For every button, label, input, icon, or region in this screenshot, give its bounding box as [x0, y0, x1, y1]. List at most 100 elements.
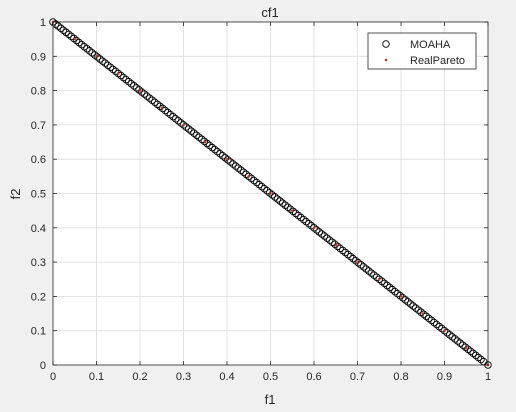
moaha-point — [111, 67, 120, 76]
realpareto-point — [464, 346, 468, 350]
moaha-point — [451, 335, 459, 343]
x-axis-label: f1 — [265, 392, 276, 407]
moaha-point — [412, 304, 420, 312]
moaha-point — [349, 254, 357, 263]
legend-marker-moaha — [382, 40, 390, 48]
moaha-point — [404, 298, 412, 306]
moaha-point — [305, 219, 313, 228]
moaha-point — [273, 195, 282, 203]
y-tick-label: 0.4 — [31, 223, 46, 235]
moaha-point — [278, 199, 287, 207]
moaha-point — [401, 296, 410, 304]
moaha-point — [96, 55, 104, 63]
y-tick-label: 0.9 — [31, 51, 46, 63]
moaha-point — [169, 112, 177, 121]
moaha-point — [417, 308, 425, 316]
realpareto-point — [203, 140, 207, 144]
moaha-point — [284, 203, 292, 211]
moaha-point — [237, 166, 245, 174]
moaha-point — [396, 291, 404, 300]
moaha-point — [443, 329, 451, 337]
moaha-point — [432, 320, 441, 329]
realpareto-point — [247, 175, 251, 178]
moaha-point — [367, 269, 376, 277]
moaha-point — [297, 213, 305, 222]
realpareto-point — [290, 209, 294, 212]
moaha-point — [184, 125, 193, 133]
realpareto-point — [312, 226, 316, 230]
moaha-point — [323, 234, 331, 242]
moaha-point — [166, 110, 175, 119]
moaha-point — [72, 36, 81, 45]
moaha-point — [109, 65, 117, 74]
moaha-point — [143, 92, 151, 100]
moaha-point — [98, 57, 107, 65]
moaha-point — [250, 176, 258, 185]
moaha-point — [352, 256, 360, 265]
x-tick-label: 0 — [50, 371, 56, 383]
moaha-point — [127, 79, 136, 88]
realpareto-point — [138, 89, 142, 92]
moaha-point — [137, 88, 146, 96]
y-tick-label: 0.1 — [31, 326, 46, 338]
moaha-point — [54, 22, 62, 30]
moaha-point — [263, 187, 271, 195]
moaha-point — [106, 63, 115, 72]
moaha-point — [239, 168, 248, 176]
moaha-point — [130, 82, 138, 90]
moaha-point — [325, 236, 334, 244]
moaha-point — [477, 355, 485, 364]
moaha-point — [252, 178, 261, 187]
moaha-point — [291, 209, 300, 218]
moaha-point — [187, 127, 196, 135]
moaha-point — [114, 69, 122, 78]
moaha-point — [224, 156, 232, 164]
moaha-point — [231, 162, 240, 170]
realpareto-point — [160, 106, 164, 110]
realpareto-point — [421, 312, 425, 315]
moaha-point — [57, 24, 65, 32]
moaha-point — [336, 244, 344, 253]
x-tick-label: 0.6 — [306, 371, 321, 383]
x-tick-label: 0.7 — [350, 371, 365, 383]
moaha-point — [362, 265, 370, 273]
moaha-point — [271, 193, 279, 201]
y-axis-label: f2 — [8, 189, 23, 200]
moaha-point — [370, 271, 378, 279]
realpareto-point — [334, 243, 338, 247]
axis-ticks: 0 0.1 0.2 0.3 0.4 0.5 0.6 0.7 0.8 0.9 1 0 0.1 0.2 0.3 0… — [31, 17, 491, 383]
moaha-point — [354, 259, 363, 267]
moaha-point — [422, 312, 430, 321]
moaha-point — [328, 238, 337, 246]
y-tick-label: 0.6 — [31, 154, 46, 166]
moaha-point — [359, 263, 368, 271]
moaha-point — [148, 96, 156, 104]
realpareto-point — [73, 37, 77, 41]
moaha-point — [445, 331, 454, 339]
realpareto-point — [182, 123, 185, 127]
moaha-point — [85, 47, 94, 55]
x-tick-label: 1 — [485, 371, 491, 383]
moaha-point — [388, 285, 397, 294]
moaha-point — [383, 281, 391, 290]
moaha-point — [205, 141, 214, 150]
moaha-point — [315, 228, 323, 236]
moaha-point — [459, 341, 467, 349]
y-tick-label: 0.2 — [31, 291, 46, 303]
moaha-point — [153, 100, 162, 109]
legend: MOAHA RealPareto — [367, 32, 477, 70]
moaha-point — [171, 114, 180, 123]
moaha-point — [255, 180, 263, 189]
moaha-point — [67, 32, 76, 41]
realpareto-point — [269, 192, 272, 195]
moaha-point — [64, 30, 73, 39]
moaha-point — [331, 240, 339, 249]
y-tick-label: 0 — [40, 360, 46, 372]
moaha-point — [357, 261, 365, 269]
moaha-point — [333, 242, 342, 251]
moaha-point — [289, 207, 297, 216]
data-points — [49, 18, 492, 369]
moaha-point — [151, 98, 159, 107]
x-tick-label: 0.3 — [176, 371, 191, 383]
moaha-point — [70, 34, 78, 43]
